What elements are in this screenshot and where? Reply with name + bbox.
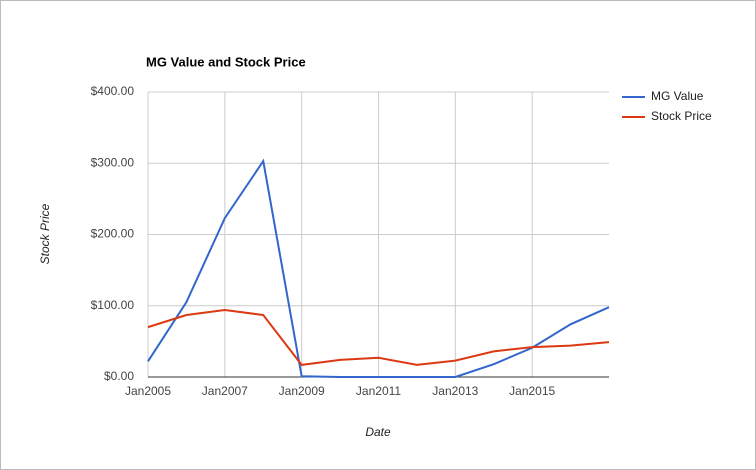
x-tick-label: Jan2007 [202,384,248,398]
y-tick-label: $100.00 [91,298,135,312]
y-tick-label: $0.00 [104,369,134,383]
x-tick-label: Jan2011 [356,384,401,398]
x-tick-label: Jan2005 [125,384,171,398]
legend-label: Stock Price [651,109,712,123]
y-tick-label: $400.00 [91,84,135,98]
y-axis-title: Stock Price [38,203,52,264]
series-line [147,309,610,366]
y-tick-label: $200.00 [91,227,135,241]
x-tick-label: Jan2015 [509,384,555,398]
x-axis-title: Date [365,425,391,439]
x-tick-label: Jan2009 [279,384,325,398]
legend-label: MG Value [651,89,704,103]
chart-title: MG Value and Stock Price [146,54,306,69]
y-tick-label: $300.00 [91,155,135,169]
x-tick-label: Jan2013 [432,384,478,398]
